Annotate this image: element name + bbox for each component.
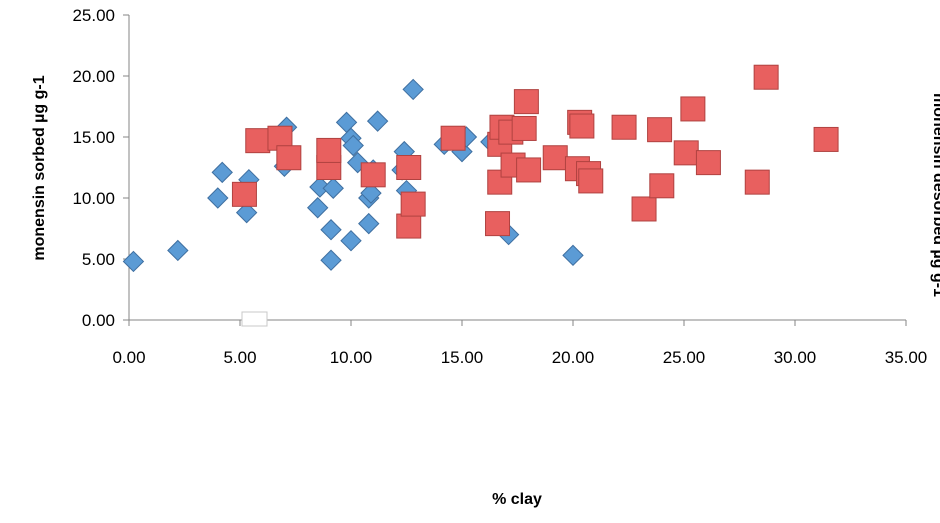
desorbed-point — [695, 150, 721, 176]
desorbed-point — [813, 126, 839, 152]
y-tick-label: 20.00 — [72, 67, 115, 86]
desorbed-point — [485, 211, 511, 237]
sorbed-point — [122, 250, 145, 273]
x-tick-label: 25.00 — [663, 348, 706, 367]
sorbed-point — [235, 201, 258, 224]
sorbed-point — [358, 212, 380, 235]
desorbed-series — [231, 64, 839, 239]
x-tick-label: 15.00 — [441, 348, 484, 367]
x-tick-label: 20.00 — [552, 348, 595, 367]
desorbed-point — [753, 64, 779, 90]
secondary-y-axis-title: monensin desorbed µg g-1 — [930, 93, 940, 297]
sorbed-point — [562, 244, 584, 267]
x-tick-label: 5.00 — [223, 348, 256, 367]
data-points — [122, 64, 839, 273]
y-tick-label: 15.00 — [72, 128, 115, 147]
desorbed-point — [400, 191, 426, 217]
y-tick-label: 10.00 — [72, 189, 115, 208]
desorbed-point — [542, 145, 568, 171]
desorbed-point — [744, 169, 770, 195]
y-axis-title: monensin sorbed µg g-1 — [31, 75, 48, 260]
sorbed-point — [342, 134, 364, 157]
x-tick-label: 0.00 — [112, 348, 145, 367]
sorbed-point — [309, 176, 331, 198]
sorbed-point — [320, 219, 342, 241]
desorbed-point — [647, 117, 673, 143]
x-tick-label: 30.00 — [774, 348, 817, 367]
sorbed-point — [306, 197, 329, 219]
y-tick-label: 0.00 — [82, 311, 115, 330]
desorbed-point — [578, 168, 604, 194]
desorbed-point — [611, 114, 637, 140]
sorbed-point — [340, 229, 362, 252]
sorbed-point — [211, 161, 233, 184]
sorbed-point — [360, 182, 382, 204]
sorbed-point — [322, 177, 344, 199]
sorbed-point — [207, 187, 229, 209]
desorbed-point — [396, 155, 422, 180]
y-tick-label: 25.00 — [72, 6, 115, 25]
desorbed-point — [516, 157, 542, 183]
sorbed-point — [402, 78, 424, 101]
desorbed-point — [631, 196, 657, 222]
desorbed-point — [649, 173, 675, 199]
sorbed-point — [320, 249, 342, 271]
sorbed-point — [366, 110, 389, 132]
sorbed-point — [167, 239, 189, 262]
y-tick-labels: 0.00 5.00 10.00 15.00 20.00 25.00 — [72, 6, 129, 330]
desorbed-point — [569, 113, 595, 139]
desorbed-point — [245, 128, 271, 154]
x-tick-labels: 0.00 5.00 10.00 15.00 20.00 25.00 30.00 35.00 — [112, 320, 927, 367]
desorbed-point — [316, 137, 342, 163]
desorbed-point — [360, 162, 386, 188]
desorbed-point — [276, 145, 302, 171]
desorbed-point — [511, 115, 537, 141]
desorbed-point — [673, 140, 699, 166]
desorbed-point — [440, 125, 466, 151]
desorbed-point — [231, 181, 257, 207]
desorbed-point — [513, 89, 539, 115]
x-tick-label: 35.00 — [885, 348, 928, 367]
sorbed-point — [335, 111, 358, 134]
y-tick-label: 5.00 — [82, 250, 115, 269]
x-axis-title: % clay — [492, 491, 542, 508]
x-tick-label: 10.00 — [330, 348, 373, 367]
desorbed-point — [680, 96, 706, 122]
desorbed-point — [396, 213, 422, 239]
axis-marker-box — [241, 311, 268, 327]
